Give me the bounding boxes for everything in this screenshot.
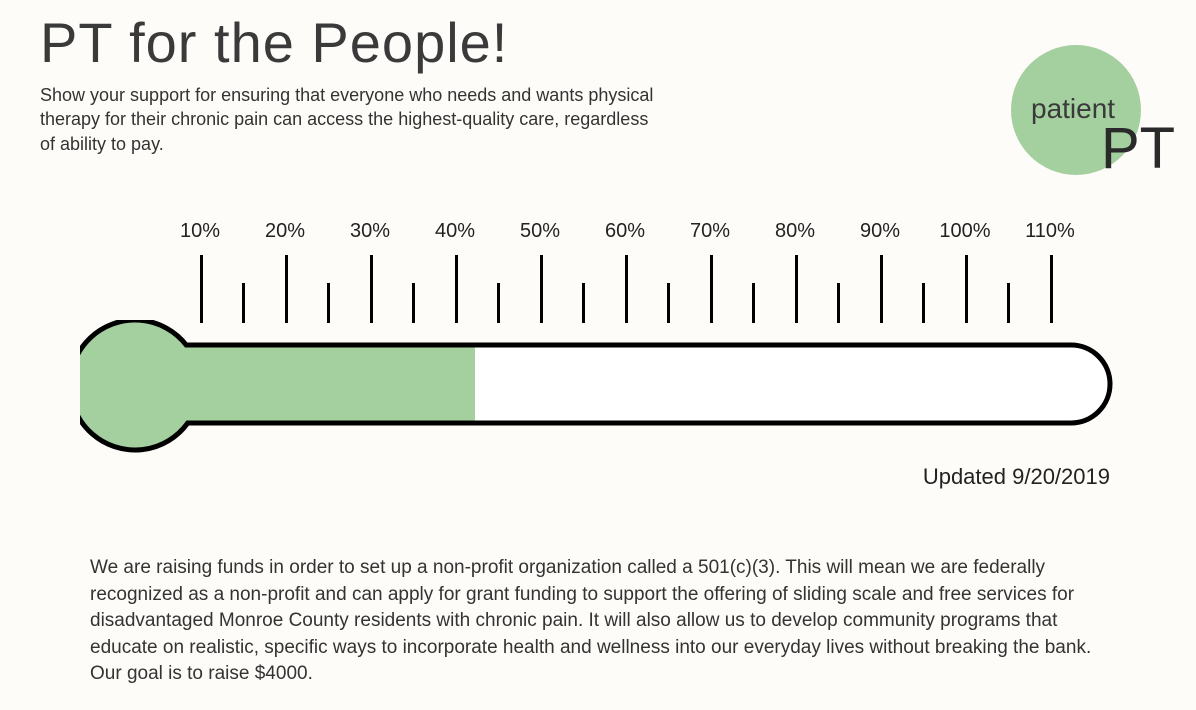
tick-major [455, 255, 458, 323]
scale-label: 70% [690, 220, 730, 243]
updated-date: Updated 9/20/2019 [923, 464, 1110, 490]
tick-major [625, 255, 628, 323]
logo: patient PT [1001, 45, 1171, 195]
tick-major [285, 255, 288, 323]
tick-minor [1007, 283, 1010, 323]
tick-minor [242, 283, 245, 323]
scale-label: 10% [180, 220, 220, 243]
page-subtitle: Show your support for ensuring that ever… [40, 83, 660, 156]
tick-minor [922, 283, 925, 323]
thermometer-svg [80, 320, 1120, 460]
header-region: PT for the People! Show your support for… [40, 10, 660, 156]
tick-minor [327, 283, 330, 323]
tick-major [795, 255, 798, 323]
tick-minor [667, 283, 670, 323]
tick-major [1050, 255, 1053, 323]
body-paragraph: We are raising funds in order to set up … [90, 555, 1120, 688]
page-title: PT for the People! [40, 10, 660, 75]
thermometer: 10%20%30%40%50%60%70%80%90%100%110% Upda… [80, 220, 1120, 480]
tick-major [710, 255, 713, 323]
tick-minor [497, 283, 500, 323]
tick-minor [582, 283, 585, 323]
tick-major [200, 255, 203, 323]
scale-label: 80% [775, 220, 815, 243]
scale-label: 50% [520, 220, 560, 243]
thermometer-body [80, 320, 1120, 460]
logo-text-pt: PT [1101, 115, 1175, 182]
tick-minor [752, 283, 755, 323]
tick-minor [412, 283, 415, 323]
tick-major [370, 255, 373, 323]
tick-major [540, 255, 543, 323]
scale-label: 20% [265, 220, 305, 243]
scale-label: 90% [860, 220, 900, 243]
scale-label: 40% [435, 220, 475, 243]
thermometer-scale-labels: 10% 20% 30% 40% 50% 60% 70% 80% 90% 100% 110% [80, 220, 1120, 250]
scale-label: 100% [939, 220, 990, 243]
scale-label: 30% [350, 220, 390, 243]
tick-minor [837, 283, 840, 323]
tick-major [965, 255, 968, 323]
scale-label: 60% [605, 220, 645, 243]
tick-major [880, 255, 883, 323]
scale-label: 110% [1025, 220, 1075, 243]
